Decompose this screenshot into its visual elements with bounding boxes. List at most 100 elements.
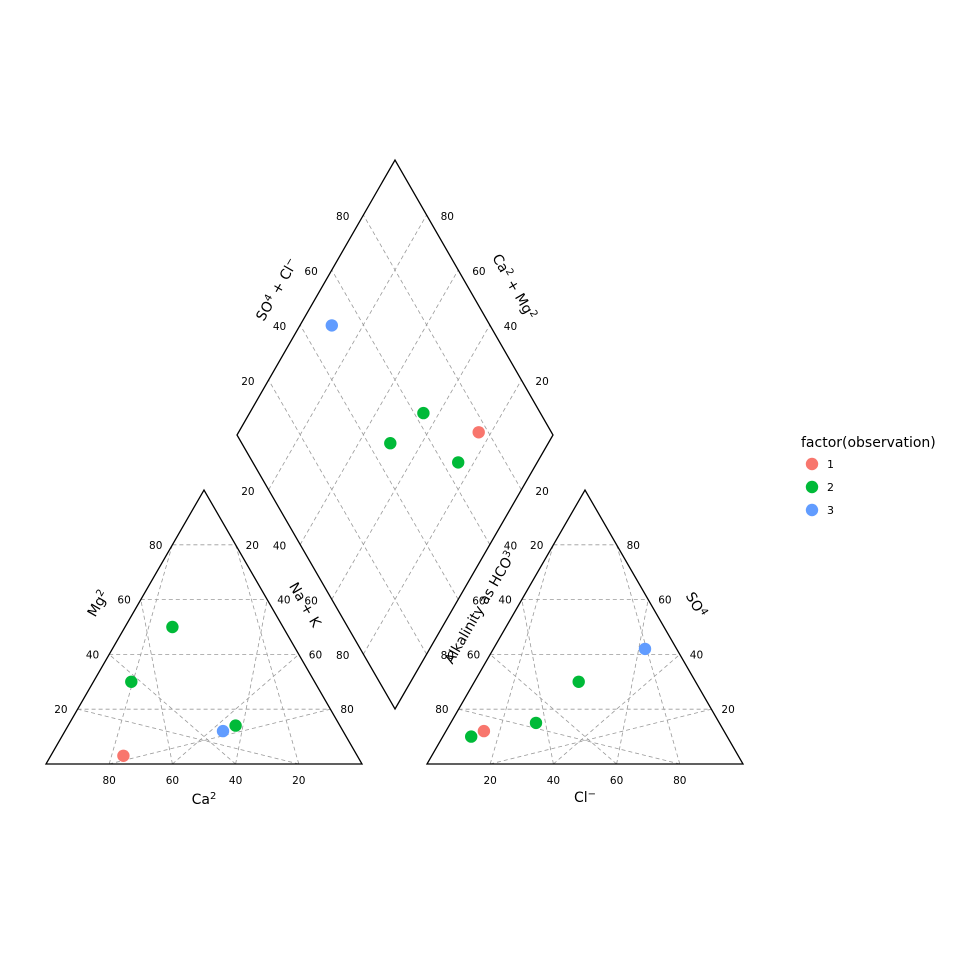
anion-left-tick: 20 [530,540,543,552]
anion-grid-r-3 [458,708,680,765]
cation-point [117,749,130,762]
diamond-upper-right-tick: 40 [504,321,517,333]
diamond-grid-a-3 [268,214,427,490]
cation-right-tick: 20 [246,540,259,552]
diamond-grid-a-2 [299,269,459,545]
diamond-left-title-sup-a: 4 [262,292,275,303]
diamond-right-title-sup-a: 2 [503,267,516,278]
anion-right-title: SO4 [682,589,710,621]
legend-label: 2 [827,481,834,494]
cation-point [166,620,179,634]
anion-grid-l-0 [490,708,712,765]
diamond-left-title: SO4 + Cl− [252,255,302,323]
anion-left-title-sup: 3 [501,548,514,559]
cation-bottom-tick: 60 [166,775,179,787]
tick-layer: 80 60 40 20 20 40 60 80 80 60 40 20 20 40 60 80 80 60 40 20… [54,211,735,787]
diamond-lower-right-tick: 40 [504,541,517,553]
diamond-upper-left-tick: 60 [304,266,317,278]
legend-key [805,457,819,471]
cation-left-tick: 20 [54,704,67,716]
diamond-grid-b-3 [363,214,522,490]
cation-bottom-tick: 80 [103,775,116,787]
anion-bottom-tick: 80 [673,775,686,787]
diamond-lower-left-tick: 20 [241,486,254,498]
legend-key [805,503,819,517]
outline-layer [44,158,745,765]
diamond-point [384,437,397,450]
cation-triangle-outline [44,488,364,765]
anion-grid-l-2 [616,599,649,765]
cation-left-title: Mg2 [83,587,112,619]
anion-bottom-title: Cl− [574,789,596,807]
anion-left-tick: 40 [498,595,511,607]
legend-label: 3 [827,504,834,517]
anion-point [465,730,478,743]
diamond-grid-b-2 [331,269,491,545]
diamond-upper-right-tick: 60 [472,266,485,278]
diamond-lower-right-tick: 20 [535,486,548,498]
anion-bottom-tick: 20 [484,775,497,787]
cation-right-title: Na + K [285,580,324,631]
cation-right-title-main: Na + K [285,580,324,631]
diamond-point [452,456,465,469]
diamond-point [472,426,485,439]
diamond-upper-left-tick: 40 [273,321,286,333]
anion-right-tick: 40 [690,649,703,661]
legend-label: 1 [827,458,834,471]
anion-point [529,716,543,730]
diamond-upper-right-tick: 20 [535,376,548,388]
diamond-outline [236,158,554,711]
cation-left-tick: 80 [149,540,162,552]
cation-bottom-title-main: Ca [192,792,210,808]
anion-grid-l-3 [616,544,681,765]
diamond-point [417,406,430,420]
diamond-right-title-a: Ca [488,252,511,276]
anion-right-tick: 20 [721,704,734,716]
cation-left-tick: 40 [86,649,99,661]
diamond-lower-left-tick: 60 [304,595,317,607]
anion-point [638,642,652,656]
grid-layer [77,214,712,765]
diamond-lower-right-tick: 80 [441,650,454,662]
anion-bottom-title-main: Cl [574,790,588,806]
cation-grid-l-2 [235,599,268,765]
diamond-grid-a-0 [363,379,522,655]
diamond-right-title-sup-b: 2 [527,308,540,319]
cation-grid-l-3 [235,544,300,765]
diamond-grid-b-0 [268,379,427,655]
cation-bottom-title-sup: 2 [210,791,216,802]
cation-right-tick: 60 [309,649,322,661]
diamond-right-title-b: + Mg [501,273,536,317]
diamond-grid-a-1 [331,324,491,600]
legend-title: factor(observation) [801,435,936,451]
anion-grid-r-1 [521,599,554,765]
legend-items: 1 2 3 [805,457,834,517]
cation-left-title-sup: 2 [94,587,107,598]
anion-triangle-outline [425,488,745,765]
diamond-upper-left-tick: 80 [336,211,349,223]
cation-left-title-main: Mg [85,594,109,620]
diamond-grid-b-1 [299,324,459,600]
cation-bottom-tick: 40 [229,775,242,787]
points-layer [117,319,652,762]
anion-right-tick: 80 [627,540,640,552]
cation-left-tick: 60 [117,595,130,607]
anion-left-tick: 80 [435,704,448,716]
cation-point [125,675,138,688]
anion-bottom-tick: 60 [610,775,623,787]
anion-bottom-tick: 40 [547,775,560,787]
anion-left-tick: 60 [467,649,480,661]
diamond-lower-right-tick: 60 [472,595,485,607]
anion-bottom-title-sup: − [588,789,596,800]
anion-point [477,724,491,738]
cation-right-tick: 40 [277,595,290,607]
diamond-upper-left-tick: 20 [241,376,254,388]
cation-bottom-tick: 20 [292,775,305,787]
diamond-point [325,319,338,332]
cation-point [216,724,230,738]
cation-bottom-title: Ca2 [192,791,217,809]
diamond-upper-right-tick: 80 [441,211,454,223]
diamond-lower-left-tick: 40 [273,541,286,553]
